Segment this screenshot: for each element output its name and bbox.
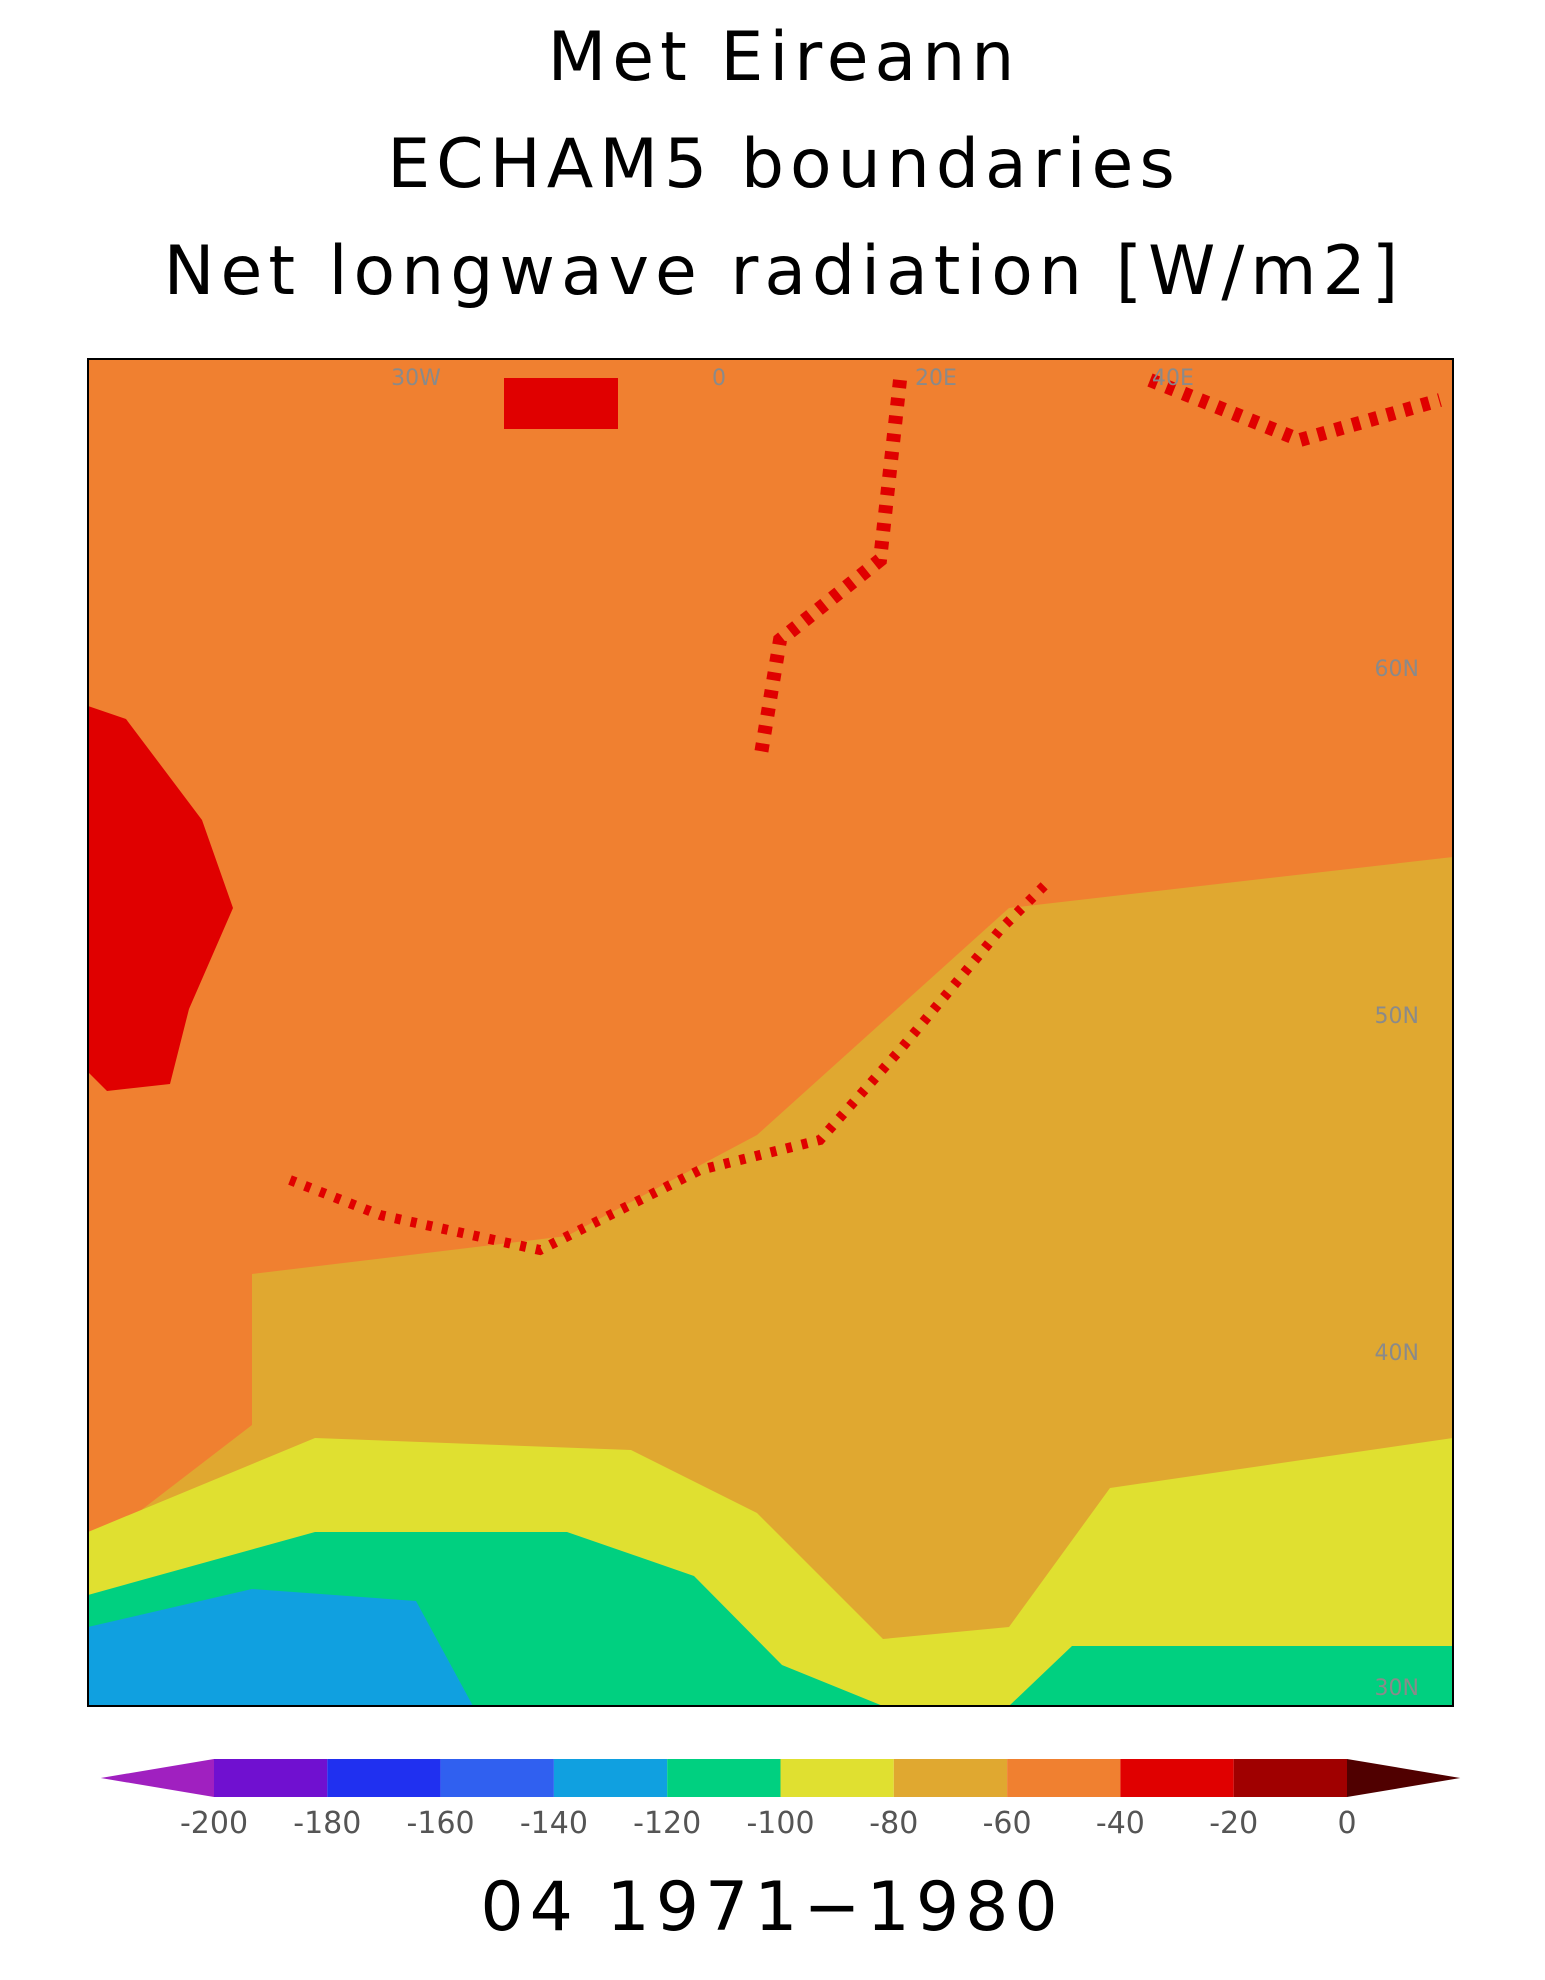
colorbar-segment (214, 1759, 328, 1797)
titles: Met Eireann ECHAM5 boundaries Net longwave… (164, 18, 1405, 311)
colorbar-tick-label: -60 (983, 1806, 1032, 1841)
colorbar-tick-label: -200 (180, 1806, 248, 1841)
graticule-label: 0 (712, 366, 726, 391)
region-red (88, 706, 233, 1091)
colorbar-segment (780, 1759, 894, 1797)
colorbar-tick-label: -160 (407, 1806, 475, 1841)
colorbar-tick-label: -20 (1209, 1806, 1258, 1841)
colorbar-tick-label: -100 (746, 1806, 814, 1841)
colorbar-tick-label: -120 (633, 1806, 701, 1841)
region-red (504, 378, 618, 429)
colorbar-tick-label: -80 (869, 1806, 918, 1841)
colorbar-segment (1233, 1759, 1347, 1797)
colorbar-tick-label: -180 (293, 1806, 361, 1841)
colorbar-segment (440, 1759, 554, 1797)
region-green (1009, 1646, 1453, 1706)
colorbar-tick-label: 0 (1337, 1806, 1356, 1841)
colorbar-extend (100, 1759, 214, 1797)
colorbar-segment (327, 1759, 441, 1797)
colorbar-segment (893, 1759, 1008, 1797)
colorbar-tick-label: -40 (1096, 1806, 1145, 1841)
graticule-label: 60N (1375, 657, 1419, 682)
map-frame (87, 358, 1454, 1707)
graticule-label: 50N (1375, 1004, 1419, 1029)
title-line: ECHAM5 boundaries (387, 125, 1181, 204)
mountain-red (753, 379, 907, 762)
colorbar-extend (1347, 1759, 1461, 1797)
title-line: Met Eireann (548, 18, 1021, 97)
graticule-label: 30W (391, 366, 441, 391)
graticule-labels: 30W 0 20E 40E 60N 50N 40N 30N (391, 366, 1419, 1701)
colorbar-segment (1007, 1759, 1121, 1797)
title-line: Net longwave radiation [W/m2] (164, 232, 1405, 311)
period: 04 1971−1980 (480, 1868, 1063, 1947)
colorbar-segment (553, 1759, 668, 1797)
region-blue (88, 1589, 473, 1706)
graticule-label: 40E (1152, 366, 1194, 391)
map: 30W 0 20E 40E 60N 50N 40N 30N (87, 358, 1454, 1707)
colorbar-tick-label: -140 (520, 1806, 588, 1841)
mountain-red (288, 876, 1054, 1256)
colorbar-segment (1120, 1759, 1234, 1797)
colorbar-segment (667, 1759, 781, 1797)
colorbar: -200 -180 -160 -140 -120 -100 -80 -60 -40 -20 0 (100, 1759, 1461, 1841)
graticule-label: 20E (915, 366, 957, 391)
mountain-red (1147, 373, 1442, 448)
graticule-label: 30N (1375, 1676, 1419, 1701)
graticule-label: 40N (1375, 1341, 1419, 1366)
